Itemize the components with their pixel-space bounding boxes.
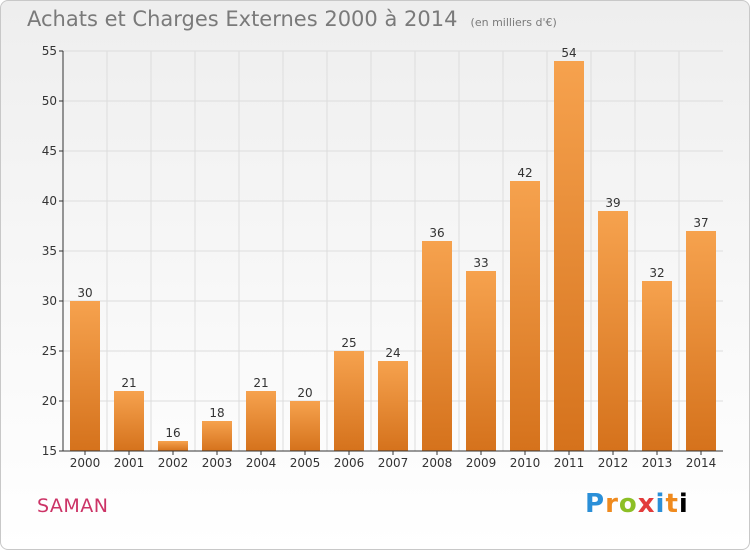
x-tick-label: 2011 bbox=[554, 456, 585, 470]
bar bbox=[114, 391, 144, 451]
x-tick-label: 2006 bbox=[334, 456, 365, 470]
x-tick-label: 2005 bbox=[290, 456, 321, 470]
bar bbox=[290, 401, 320, 451]
data-label: 54 bbox=[561, 46, 576, 60]
logo-letter: i bbox=[655, 489, 666, 519]
data-label: 42 bbox=[517, 166, 532, 180]
bar bbox=[378, 361, 408, 451]
y-tick-label: 55 bbox=[42, 44, 57, 58]
bar bbox=[70, 301, 100, 451]
data-label: 25 bbox=[341, 336, 356, 350]
x-tick-label: 2014 bbox=[686, 456, 717, 470]
bar bbox=[334, 351, 364, 451]
data-label: 32 bbox=[649, 266, 664, 280]
logo-letter: P bbox=[585, 489, 606, 519]
y-tick-label: 50 bbox=[42, 94, 57, 108]
x-tick-label: 2004 bbox=[246, 456, 277, 470]
data-label: 37 bbox=[693, 216, 708, 230]
chart-title: Achats et Charges Externes 2000 à 2014 bbox=[27, 7, 458, 31]
data-label: 20 bbox=[297, 386, 312, 400]
data-label: 24 bbox=[385, 346, 400, 360]
y-tick-label: 45 bbox=[42, 144, 57, 158]
y-tick-label: 40 bbox=[42, 194, 57, 208]
proxiti-logo: Proxiti bbox=[585, 489, 689, 519]
bar bbox=[202, 421, 232, 451]
data-label: 21 bbox=[253, 376, 268, 390]
bar bbox=[510, 181, 540, 451]
logo-letter: x bbox=[637, 489, 656, 519]
bars bbox=[70, 61, 716, 451]
bar bbox=[466, 271, 496, 451]
axes bbox=[59, 50, 723, 455]
bar bbox=[642, 281, 672, 451]
data-label: 39 bbox=[605, 196, 620, 210]
bar bbox=[554, 61, 584, 451]
bar bbox=[686, 231, 716, 451]
bar bbox=[598, 211, 628, 451]
x-tick-label: 2008 bbox=[422, 456, 453, 470]
data-label: 21 bbox=[121, 376, 136, 390]
y-tick-label: 20 bbox=[42, 394, 57, 408]
x-tick-label: 2000 bbox=[70, 456, 101, 470]
x-tick-label: 2010 bbox=[510, 456, 541, 470]
bar bbox=[422, 241, 452, 451]
data-label: 33 bbox=[473, 256, 488, 270]
data-label: 30 bbox=[77, 286, 92, 300]
x-tick-label: 2009 bbox=[466, 456, 497, 470]
y-tick-label: 30 bbox=[42, 294, 57, 308]
x-tick-label: 2001 bbox=[114, 456, 145, 470]
bar bbox=[158, 441, 188, 451]
data-label: 16 bbox=[165, 426, 180, 440]
y-tick-label: 15 bbox=[42, 444, 57, 458]
data-label: 18 bbox=[209, 406, 224, 420]
logo-letter: o bbox=[618, 489, 638, 519]
bar bbox=[246, 391, 276, 451]
x-tick-label: 2003 bbox=[202, 456, 233, 470]
labels: 15 20 25 30 35 40 45 50 55 30 2000 21 2001 16 2002 18 20… bbox=[42, 44, 717, 470]
x-tick-label: 2012 bbox=[598, 456, 629, 470]
y-tick-label: 25 bbox=[42, 344, 57, 358]
logo-letter: r bbox=[605, 489, 619, 519]
logo-letter: i bbox=[678, 489, 689, 519]
x-tick-label: 2007 bbox=[378, 456, 409, 470]
chart-subtitle: (en milliers d'€) bbox=[470, 16, 557, 29]
place-name: SAMAN bbox=[37, 495, 109, 517]
x-tick-label: 2013 bbox=[642, 456, 673, 470]
data-label: 36 bbox=[429, 226, 444, 240]
logo-letter: t bbox=[665, 489, 679, 519]
x-tick-label: 2002 bbox=[158, 456, 189, 470]
y-tick-label: 35 bbox=[42, 244, 57, 258]
title-row: Achats et Charges Externes 2000 à 2014 (… bbox=[27, 7, 557, 31]
